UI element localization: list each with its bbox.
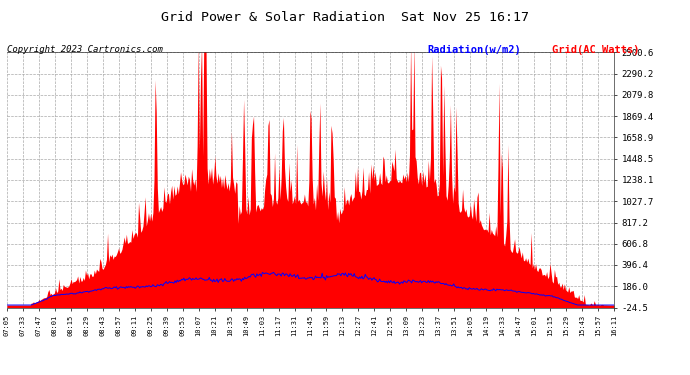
Text: Radiation(w/m2): Radiation(w/m2) xyxy=(428,45,522,55)
Text: Copyright 2023 Cartronics.com: Copyright 2023 Cartronics.com xyxy=(7,45,163,54)
Text: Grid Power & Solar Radiation  Sat Nov 25 16:17: Grid Power & Solar Radiation Sat Nov 25 … xyxy=(161,11,529,24)
Text: Grid(AC Watts): Grid(AC Watts) xyxy=(552,45,640,55)
